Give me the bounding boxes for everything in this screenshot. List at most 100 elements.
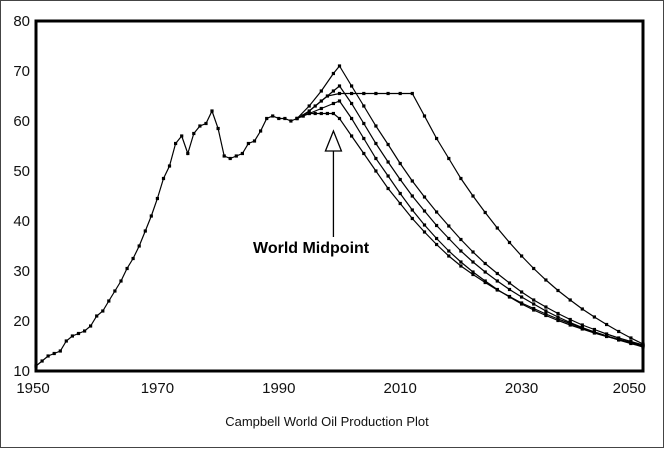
data-point xyxy=(331,111,335,116)
data-point xyxy=(398,91,402,96)
data-point xyxy=(544,309,548,313)
data-point xyxy=(386,174,390,178)
data-point xyxy=(435,236,439,241)
data-point xyxy=(447,254,451,258)
data-point xyxy=(410,91,414,96)
data-point xyxy=(495,279,499,283)
data-point xyxy=(422,209,427,213)
data-point xyxy=(271,114,275,118)
x-tick-label: 1970 xyxy=(141,380,174,397)
data-point xyxy=(331,71,335,76)
data-point xyxy=(605,332,609,336)
data-point xyxy=(228,156,232,161)
data-point xyxy=(143,229,147,233)
x-axis-label: Campbell World Oil Production Plot xyxy=(225,414,429,429)
data-point xyxy=(544,313,548,318)
data-point xyxy=(435,223,439,228)
x-tick-label: 2010 xyxy=(384,380,417,397)
data-point xyxy=(58,349,62,353)
data-point xyxy=(398,177,402,182)
data-point xyxy=(459,264,463,268)
data-point xyxy=(447,249,451,253)
data-point xyxy=(337,116,342,121)
data-point xyxy=(471,260,475,264)
data-point xyxy=(76,331,81,336)
data-point xyxy=(386,91,390,96)
x-tick-label: 2050 xyxy=(613,380,646,397)
data-point xyxy=(350,101,354,106)
data-point xyxy=(568,320,572,325)
data-point xyxy=(386,186,390,191)
data-point xyxy=(350,84,354,88)
data-point xyxy=(629,336,633,340)
data-point xyxy=(422,230,427,234)
data-point xyxy=(447,156,451,161)
data-point xyxy=(362,121,366,126)
data-point xyxy=(222,154,226,158)
series-line-3 xyxy=(296,85,644,348)
data-point xyxy=(532,302,536,306)
data-point xyxy=(471,250,475,254)
data-point xyxy=(149,214,153,218)
data-point xyxy=(592,327,596,332)
data-point xyxy=(532,266,536,271)
data-point xyxy=(325,111,329,116)
data-point xyxy=(192,131,196,136)
data-point xyxy=(155,196,159,201)
data-point xyxy=(386,142,390,147)
data-point xyxy=(70,334,74,338)
data-point xyxy=(507,295,512,299)
data-point xyxy=(374,156,378,161)
data-point xyxy=(447,236,451,241)
data-point xyxy=(374,169,378,173)
data-point xyxy=(459,176,463,181)
data-point xyxy=(568,323,572,327)
y-tick-label: 30 xyxy=(13,263,30,280)
data-point xyxy=(337,91,342,96)
data-point xyxy=(447,224,451,228)
data-point xyxy=(507,281,512,285)
data-point xyxy=(295,116,299,121)
data-point xyxy=(483,210,487,215)
data-point xyxy=(350,91,354,96)
data-point xyxy=(325,94,329,98)
series-line-1 xyxy=(35,109,644,367)
data-point xyxy=(422,223,427,227)
data-point xyxy=(580,307,584,311)
data-point xyxy=(289,119,293,123)
data-point xyxy=(617,329,621,334)
data-point xyxy=(495,226,499,230)
data-point xyxy=(520,302,524,306)
data-point xyxy=(483,261,487,266)
data-point xyxy=(532,298,536,302)
data-point xyxy=(83,329,87,333)
data-point xyxy=(319,111,323,116)
data-point xyxy=(435,242,439,247)
data-point xyxy=(459,260,463,264)
data-point xyxy=(307,111,311,116)
data-point xyxy=(495,287,499,292)
data-point xyxy=(265,116,269,121)
data-point xyxy=(331,89,335,93)
data-point xyxy=(167,164,172,168)
data-point xyxy=(483,270,487,274)
data-point xyxy=(386,160,390,164)
data-point xyxy=(246,141,250,146)
data-point xyxy=(568,317,572,322)
data-point xyxy=(137,244,141,248)
data-point xyxy=(180,134,184,138)
data-point xyxy=(641,345,645,349)
data-point xyxy=(507,240,512,245)
data-point xyxy=(459,249,463,253)
data-point xyxy=(337,99,342,103)
data-point xyxy=(337,84,342,88)
data-point xyxy=(556,311,560,316)
data-point xyxy=(216,126,220,131)
data-point xyxy=(520,295,524,299)
series-line-2 xyxy=(296,100,644,346)
data-point xyxy=(95,314,99,318)
series-layer xyxy=(34,64,645,368)
data-point xyxy=(101,309,105,313)
data-point xyxy=(374,124,378,128)
data-point xyxy=(204,121,208,126)
